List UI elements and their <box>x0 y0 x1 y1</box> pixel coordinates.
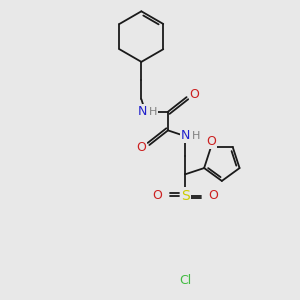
Text: O: O <box>152 189 162 202</box>
Text: O: O <box>206 135 216 148</box>
Text: O: O <box>208 189 218 202</box>
Text: H: H <box>149 107 158 117</box>
Text: O: O <box>136 141 146 154</box>
Text: H: H <box>192 131 200 141</box>
Text: N: N <box>181 129 190 142</box>
Text: Cl: Cl <box>179 274 191 287</box>
Text: S: S <box>181 189 190 202</box>
Text: N: N <box>138 105 147 118</box>
Text: O: O <box>190 88 200 101</box>
